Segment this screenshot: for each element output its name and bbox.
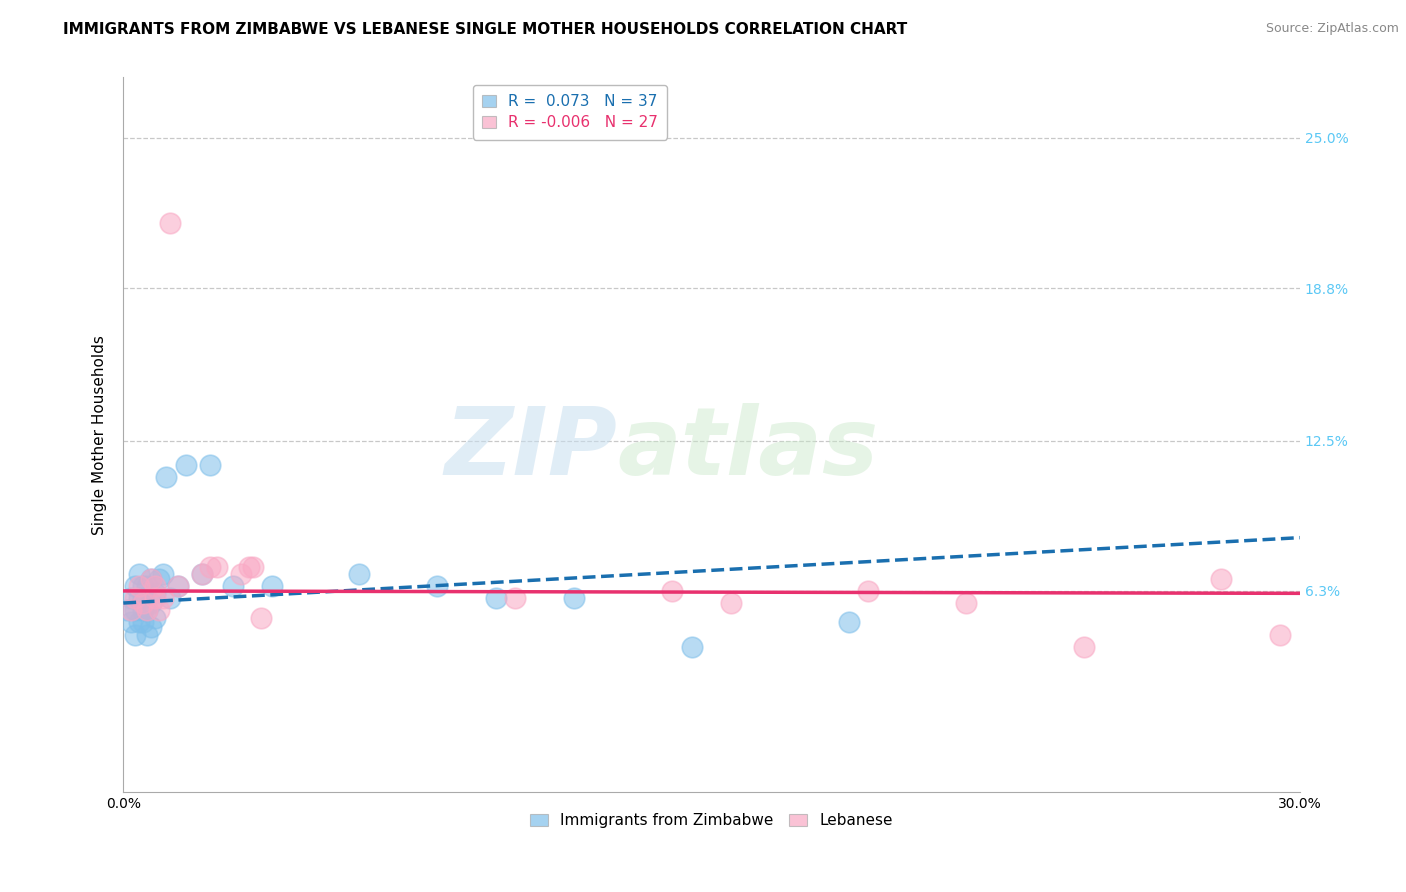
- Point: [132, 591, 155, 606]
- Point: [148, 572, 170, 586]
- Point: [838, 615, 860, 630]
- Point: [426, 579, 449, 593]
- Point: [132, 596, 155, 610]
- Point: [190, 566, 212, 581]
- Point: [159, 216, 181, 230]
- Text: ZIP: ZIP: [444, 403, 617, 495]
- Point: [124, 627, 146, 641]
- Point: [190, 566, 212, 581]
- Point: [485, 591, 508, 606]
- Point: [242, 559, 264, 574]
- Y-axis label: Single Mother Households: Single Mother Households: [93, 334, 107, 534]
- Point: [222, 579, 245, 593]
- Point: [143, 586, 166, 600]
- Point: [152, 566, 174, 581]
- Point: [167, 579, 190, 593]
- Point: [120, 603, 142, 617]
- Point: [148, 603, 170, 617]
- Point: [562, 591, 585, 606]
- Point: [1211, 572, 1233, 586]
- Legend: Immigrants from Zimbabwe, Lebanese: Immigrants from Zimbabwe, Lebanese: [524, 807, 900, 834]
- Point: [661, 583, 683, 598]
- Point: [198, 559, 221, 574]
- Point: [238, 559, 260, 574]
- Point: [135, 627, 157, 641]
- Point: [347, 566, 370, 581]
- Point: [128, 566, 150, 581]
- Point: [505, 591, 527, 606]
- Point: [152, 591, 174, 606]
- Point: [128, 591, 150, 606]
- Point: [135, 603, 157, 617]
- Point: [128, 579, 150, 593]
- Point: [167, 579, 190, 593]
- Point: [124, 603, 146, 617]
- Point: [858, 583, 880, 598]
- Point: [955, 596, 977, 610]
- Point: [198, 458, 221, 472]
- Point: [120, 591, 142, 606]
- Point: [143, 579, 166, 593]
- Point: [139, 596, 162, 610]
- Text: atlas: atlas: [617, 403, 879, 495]
- Point: [143, 610, 166, 624]
- Point: [720, 596, 742, 610]
- Point: [1270, 627, 1292, 641]
- Text: IMMIGRANTS FROM ZIMBABWE VS LEBANESE SINGLE MOTHER HOUSEHOLDS CORRELATION CHART: IMMIGRANTS FROM ZIMBABWE VS LEBANESE SIN…: [63, 22, 907, 37]
- Point: [681, 640, 703, 654]
- Point: [229, 566, 252, 581]
- Point: [207, 559, 229, 574]
- Point: [155, 470, 177, 484]
- Point: [139, 572, 162, 586]
- Point: [124, 591, 146, 606]
- Point: [115, 603, 138, 617]
- Point: [120, 615, 142, 630]
- Point: [128, 615, 150, 630]
- Point: [124, 579, 146, 593]
- Point: [159, 591, 181, 606]
- Point: [135, 603, 157, 617]
- Point: [132, 579, 155, 593]
- Point: [132, 603, 155, 617]
- Point: [262, 579, 284, 593]
- Point: [249, 610, 271, 624]
- Point: [174, 458, 197, 472]
- Point: [143, 591, 166, 606]
- Point: [139, 572, 162, 586]
- Point: [1073, 640, 1095, 654]
- Point: [135, 579, 157, 593]
- Point: [132, 615, 155, 630]
- Text: Source: ZipAtlas.com: Source: ZipAtlas.com: [1265, 22, 1399, 36]
- Point: [139, 620, 162, 634]
